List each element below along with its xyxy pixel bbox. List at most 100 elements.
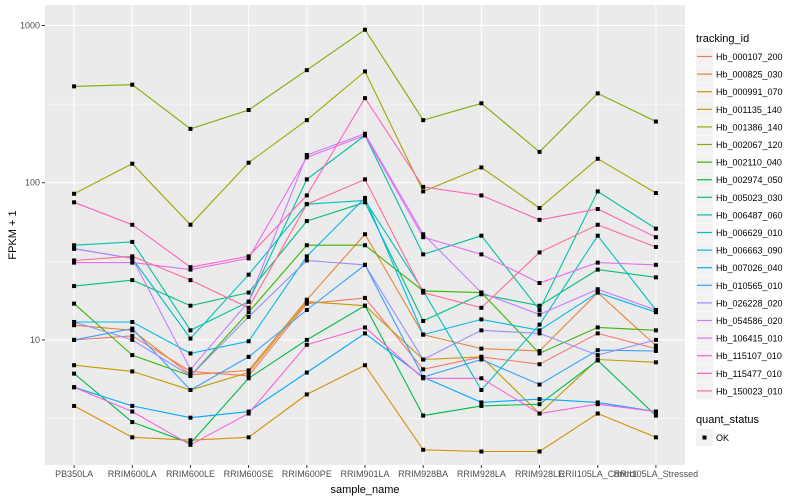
data-point	[304, 202, 309, 207]
data-point	[421, 318, 426, 323]
data-point	[72, 323, 77, 328]
data-point	[72, 371, 77, 376]
data-point	[130, 409, 135, 414]
data-point	[653, 235, 658, 240]
data-point	[363, 96, 367, 101]
data-point	[653, 119, 658, 124]
y-tick-label: 100	[25, 178, 40, 188]
data-point	[537, 307, 542, 312]
data-point	[537, 411, 542, 416]
data-point	[479, 290, 484, 295]
data-point	[130, 337, 135, 342]
data-point	[246, 354, 251, 359]
data-point	[304, 342, 309, 347]
data-point	[130, 435, 135, 440]
data-point	[653, 190, 658, 195]
data-point	[421, 184, 426, 189]
data-point	[421, 252, 426, 257]
data-point	[421, 290, 426, 295]
data-point	[72, 385, 77, 390]
legend-label: Hb_000991_070	[716, 87, 783, 97]
legend-label: Hb_002974_050	[716, 175, 783, 185]
data-point	[479, 233, 484, 238]
legend-label: Hb_054586_020	[716, 316, 783, 326]
data-point	[72, 284, 77, 289]
data-point	[130, 278, 135, 283]
legend-label: Hb_106415_010	[716, 334, 783, 344]
data-point	[72, 363, 77, 368]
data-point	[188, 328, 193, 333]
legend-label: Hb_150023_010	[716, 386, 783, 396]
data-point	[130, 222, 135, 227]
data-point	[130, 326, 135, 331]
data-point	[188, 265, 193, 270]
data-point	[304, 392, 309, 397]
data-point	[479, 252, 484, 257]
data-point	[537, 322, 542, 327]
data-point	[537, 328, 542, 333]
data-point	[304, 118, 309, 123]
data-point	[537, 348, 542, 353]
data-point	[479, 193, 484, 198]
data-point	[479, 101, 484, 106]
data-point	[246, 160, 251, 165]
legend-label: Hb_007026_040	[716, 263, 783, 273]
legend-label: Hb_115477_010	[716, 369, 782, 379]
data-point	[595, 260, 600, 265]
legend-label: Hb_006663_090	[716, 246, 783, 256]
data-point	[537, 149, 542, 154]
data-point	[304, 307, 309, 312]
data-point	[246, 339, 251, 344]
data-point	[595, 411, 600, 416]
shape-legend-label: OK	[716, 433, 729, 443]
data-point	[363, 243, 367, 248]
data-point	[246, 411, 251, 416]
data-point	[595, 331, 600, 336]
legend-label: Hb_006487_060	[716, 210, 783, 220]
data-point	[421, 376, 426, 381]
data-point	[130, 353, 135, 358]
data-point	[595, 267, 600, 272]
x-tick-label: RRIM600PE	[282, 469, 332, 479]
data-point	[537, 382, 542, 387]
data-point	[363, 27, 367, 32]
x-tick-label: RRIM928BA	[398, 469, 448, 479]
data-point	[479, 400, 484, 405]
data-point	[595, 402, 600, 407]
data-point	[72, 191, 77, 196]
data-point	[653, 409, 658, 414]
data-point	[653, 360, 658, 365]
data-point	[72, 246, 77, 251]
data-point	[421, 235, 426, 240]
data-point	[72, 337, 77, 342]
data-point	[421, 118, 426, 123]
x-tick-label: RRIM928LE	[515, 469, 564, 479]
data-point	[246, 254, 251, 259]
data-point	[421, 447, 426, 452]
x-tick-label: PB350LA	[55, 469, 93, 479]
data-point	[595, 189, 600, 194]
data-point	[595, 353, 600, 358]
data-point	[653, 275, 658, 280]
data-point	[130, 82, 135, 87]
data-point	[304, 153, 309, 158]
legend-label: Hb_010565_010	[716, 281, 783, 291]
data-point	[246, 376, 251, 381]
shape-legend-point	[702, 435, 707, 440]
data-point	[72, 200, 77, 205]
data-point	[188, 336, 193, 341]
x-tick-label: RRIM928LA	[457, 469, 506, 479]
data-point	[537, 362, 542, 367]
data-point	[130, 369, 135, 374]
data-point	[363, 232, 367, 237]
data-point	[479, 403, 484, 408]
data-point	[595, 358, 600, 363]
data-point	[537, 206, 542, 211]
data-point	[130, 420, 135, 425]
data-point	[595, 325, 600, 330]
data-point	[304, 155, 309, 160]
y-axis: 10 100 1000	[20, 20, 45, 345]
x-tick-label: RRIM600LE	[166, 469, 215, 479]
data-point	[653, 337, 658, 342]
shape-legend-title: quant_status	[696, 414, 759, 426]
